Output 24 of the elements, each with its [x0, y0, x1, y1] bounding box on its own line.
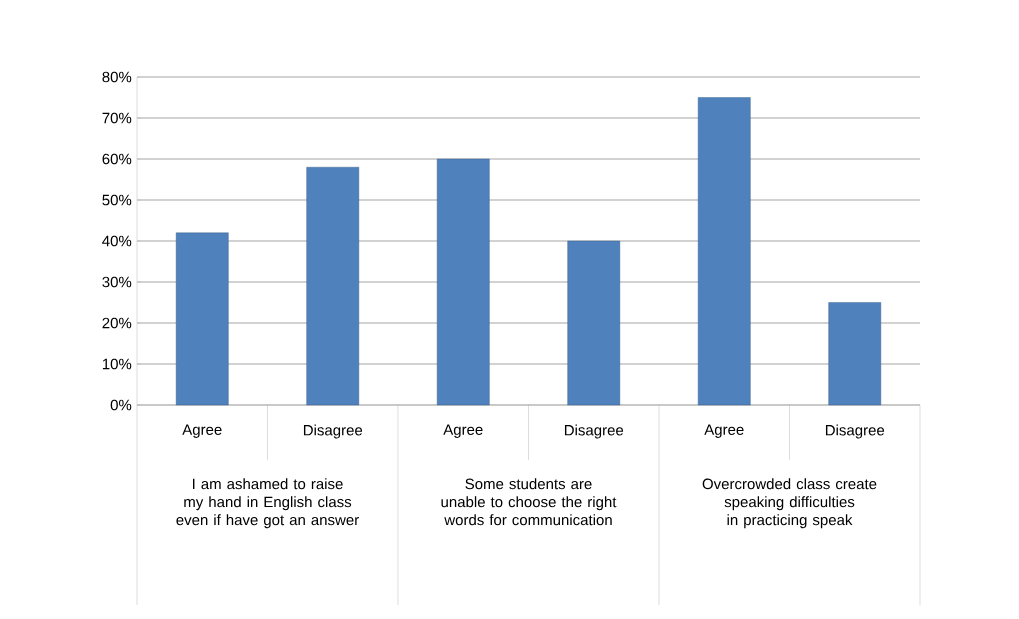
text: I am ashamed to raise my hand in English class even if have got an answer: [176, 478, 359, 529]
y-tick-label: 10%: [102, 358, 132, 370]
x-tick-label: Agree: [704, 424, 744, 438]
bar: [175, 232, 229, 406]
text: Overcrowded class create speaking difficulties in practicing speak: [702, 478, 877, 529]
y-tick-label: 60%: [102, 153, 132, 165]
bar: [436, 158, 490, 406]
y-tick-label: 0%: [110, 399, 132, 411]
x-tick-label: Disagree: [825, 424, 885, 439]
text: Some students are unable to choose the right words for communication: [441, 478, 617, 526]
bar: [828, 302, 882, 406]
x-tick-label: Disagree: [303, 424, 363, 439]
y-tick-label: 20%: [102, 317, 132, 329]
y-tick-label: 30%: [102, 276, 132, 288]
bar: [567, 240, 621, 406]
bar: [306, 167, 360, 406]
bar: [697, 97, 751, 406]
x-tick-label: Disagree: [564, 424, 624, 439]
x-tick-label: Agree: [443, 424, 483, 438]
x-tick-label: Agree: [182, 424, 222, 438]
y-tick-label: 40%: [102, 235, 132, 247]
y-tick-label: 50%: [102, 194, 132, 206]
y-tick-label: 70%: [102, 112, 132, 124]
y-tick-label: 80%: [102, 71, 132, 83]
